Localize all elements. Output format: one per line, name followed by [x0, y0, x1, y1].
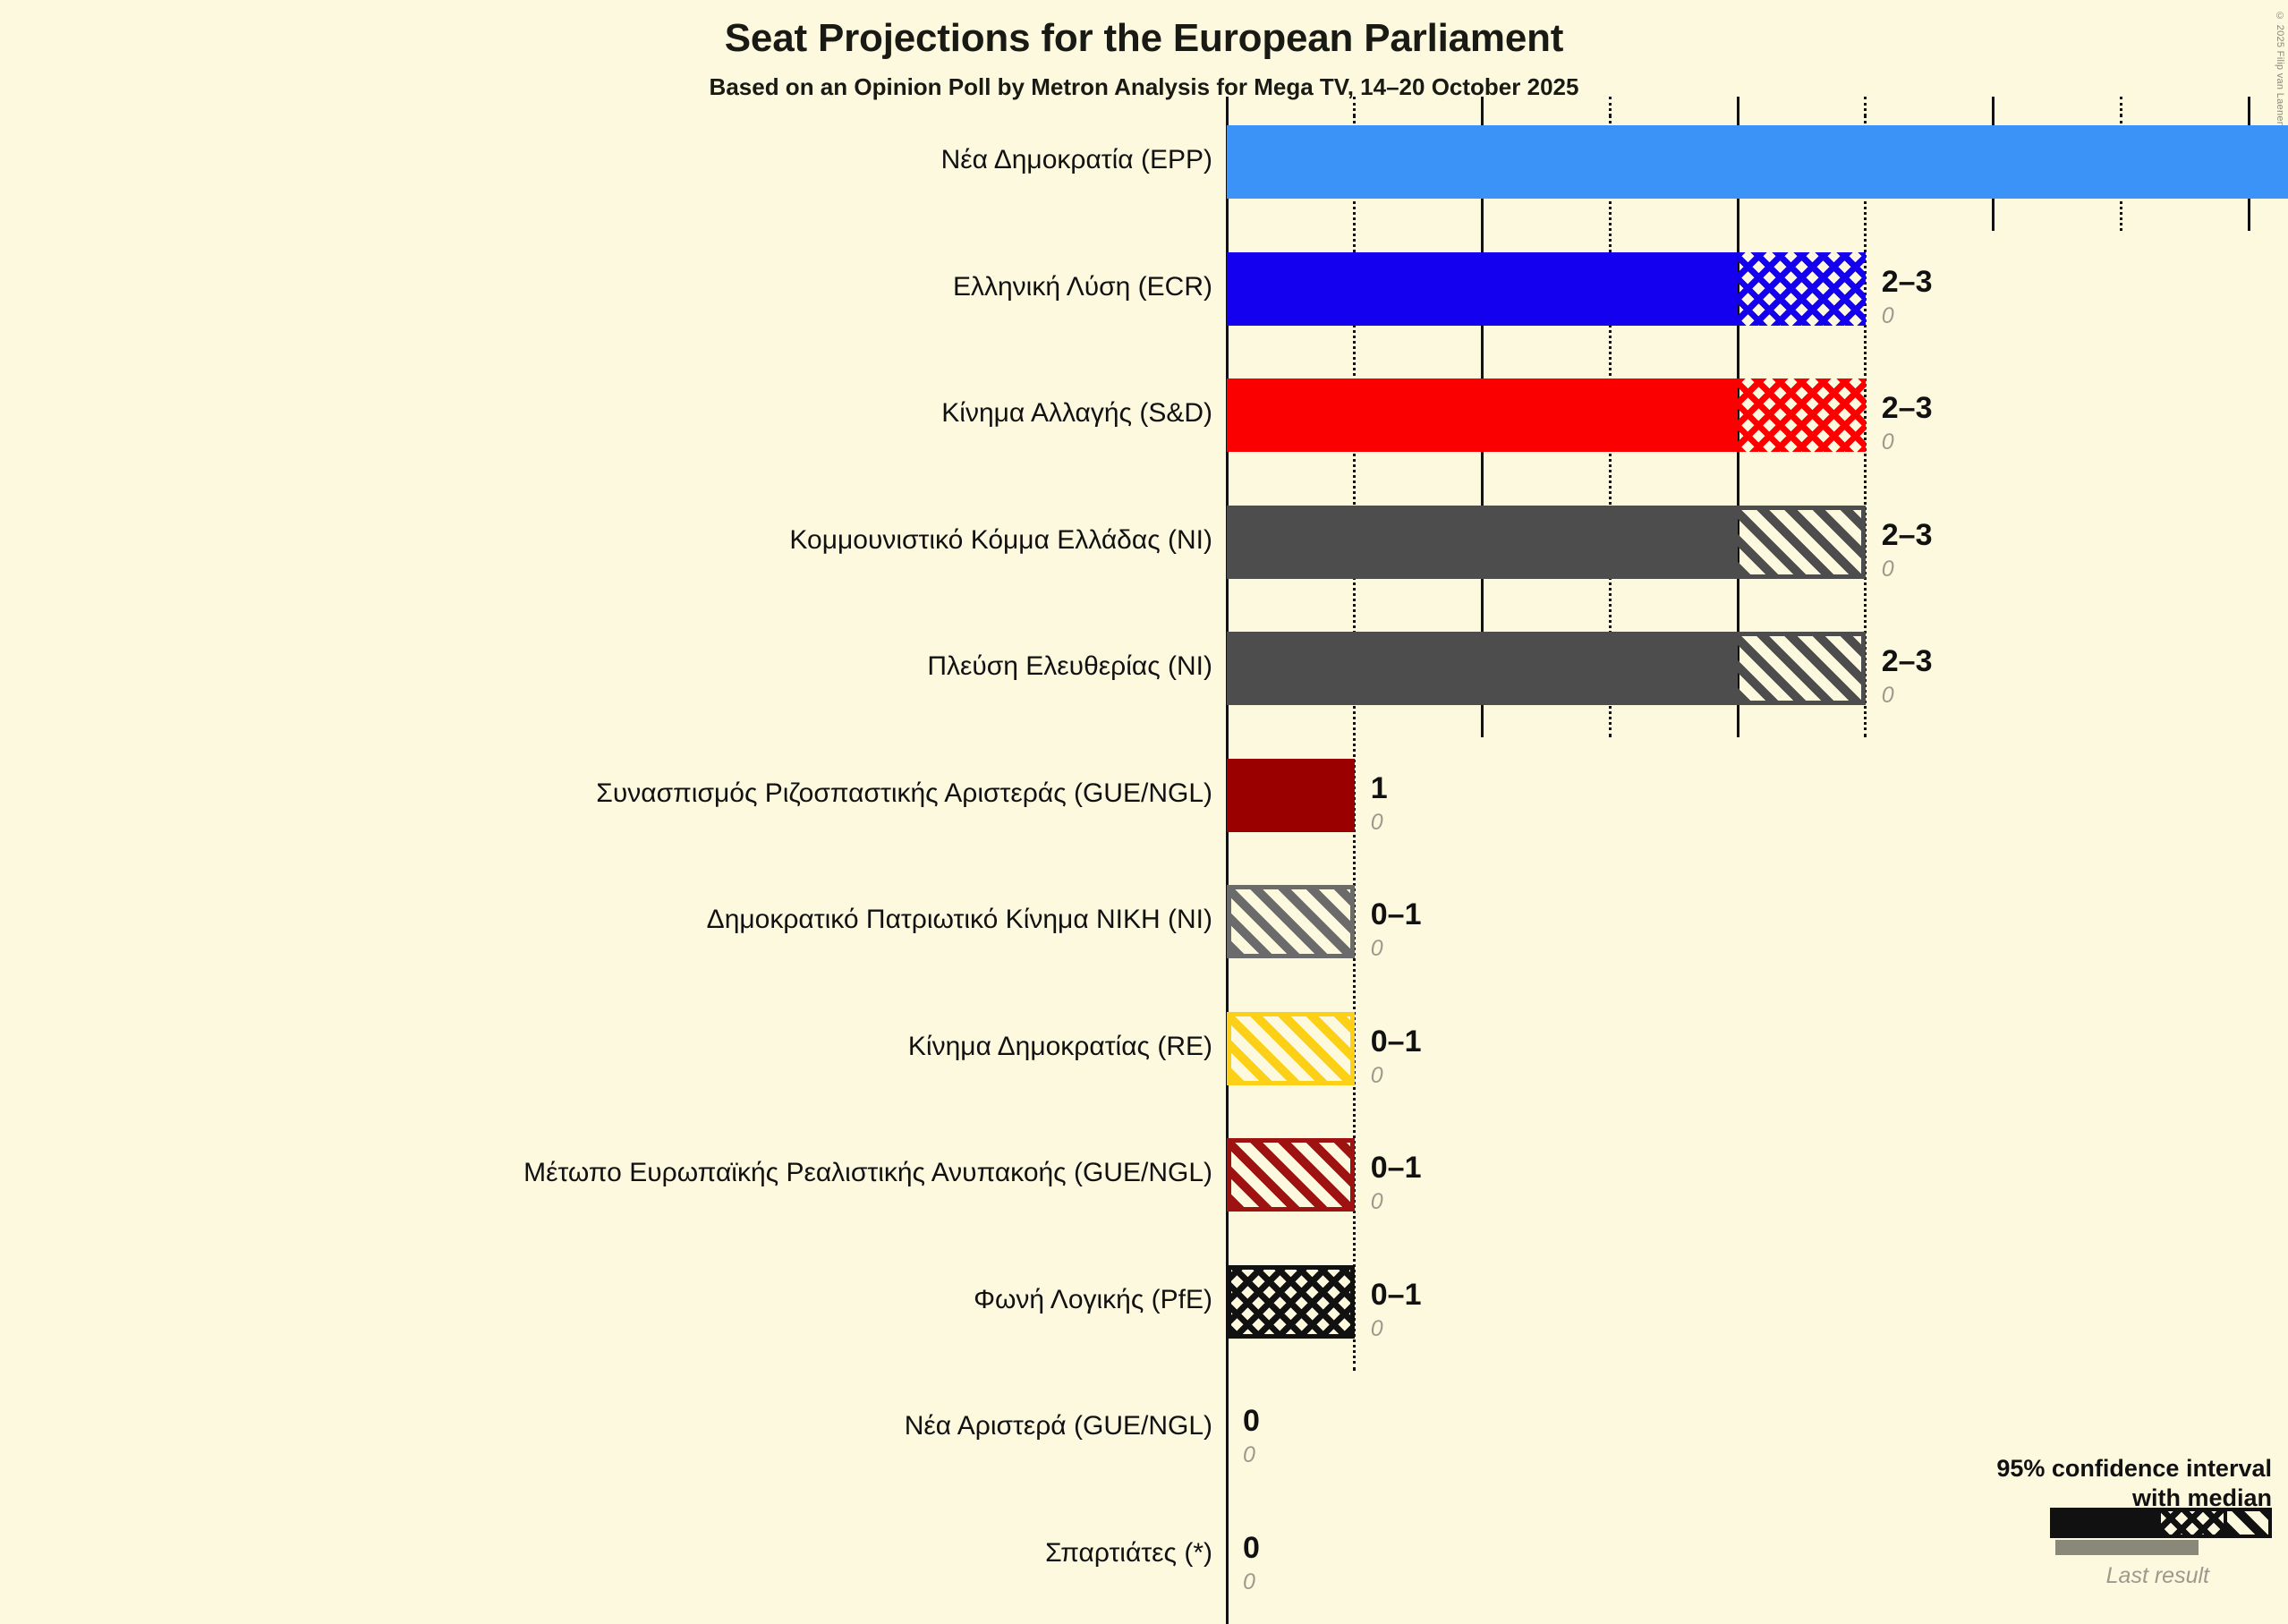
seat-projection-bar: [1227, 1138, 1355, 1212]
bar-median-segment: [1227, 251, 1738, 326]
party-label: Κίνημα Αλλαγής (S&D): [941, 398, 1212, 428]
seat-range-value: 0–1: [1370, 897, 1422, 931]
seat-projection-bar: [1227, 1011, 1355, 1085]
bar-ci-segment: [1738, 509, 1866, 574]
seat-projection-bar: [1227, 885, 1355, 958]
bar-ci-segment: [1231, 1016, 1350, 1081]
last-result-value: 0: [1881, 302, 1894, 328]
seat-range-value: 0–1: [1370, 1151, 1422, 1185]
last-result-value: 0: [1881, 683, 1894, 708]
seat-projection-bar: [1227, 758, 1355, 832]
bar-ci-segment: [1231, 1269, 1350, 1334]
gridline-0_5: [1353, 115, 1357, 1371]
x-axis-tick: [2119, 97, 2122, 116]
seat-projection-bar: [1227, 125, 2288, 199]
party-label: Δημοκρατικό Πατριωτικό Κίνημα ΝΙΚΗ (NI): [706, 905, 1212, 934]
legend-last-result-label: Last result: [2105, 1563, 2209, 1588]
x-axis-tick: [1353, 97, 1357, 116]
x-axis-tick: [1481, 97, 1484, 116]
party-label: Κομμουνιστικό Κόμμα Ελλάδας (NI): [789, 524, 1212, 555]
seat-projection-bar: [1227, 632, 1866, 705]
party-label: Φωνή Λογικής (PfE): [974, 1284, 1212, 1314]
last-result-value: 0: [1370, 1315, 1383, 1341]
party-label: Νέα Αριστερά (GUE/NGL): [904, 1411, 1212, 1441]
seat-range-value: 0: [1243, 1530, 1260, 1565]
last-result-value: 0: [1370, 809, 1383, 835]
seat-range-value: 0: [1243, 1404, 1260, 1438]
gridline-2_5: [1864, 115, 1867, 737]
x-axis-tick: [2247, 97, 2250, 116]
party-label: Μέτωπο Ευρωπαϊκής Ρεαλιστικής Ανυπακοής …: [523, 1158, 1212, 1187]
party-label: Ελληνική Λύση (ECR): [952, 271, 1212, 302]
party-label: Νέα Δημοκρατία (EPP): [940, 145, 1212, 174]
legend-title-line1: 95% confidence interval: [1996, 1455, 2272, 1482]
party-label: Συνασπισμός Ριζοσπαστικής Αριστεράς (GUE…: [596, 778, 1212, 808]
legend-title-line2: with median: [2131, 1484, 2272, 1511]
seat-range-value: 1: [1370, 770, 1388, 805]
bar-ci-segment: [1231, 1143, 1350, 1207]
bar-median-segment: [1227, 125, 2288, 199]
seat-range-value: 2–3: [1881, 264, 1933, 299]
last-result-value: 0: [1243, 1569, 1255, 1594]
y-axis-baseline: [1225, 97, 1229, 1624]
bar-ci-segment: [1738, 636, 1866, 701]
seat-projection-bar: [1227, 505, 1866, 579]
last-result-value: 0: [1370, 1062, 1383, 1088]
bar-ci-segment: [1738, 251, 1866, 326]
bar-ci-segment: [1738, 378, 1866, 452]
seat-projection-bar: [1227, 1264, 1355, 1339]
legend-hatch-segment: [2224, 1511, 2272, 1535]
seat-range-value: 2–3: [1881, 391, 1933, 425]
party-label: Κίνημα Δημοκρατίας (RE): [907, 1031, 1212, 1061]
seat-projection-bar: [1227, 378, 1866, 452]
seat-projection-bar: [1227, 251, 1866, 326]
copyright-notice: © 2025 Filip van Laenen: [2275, 11, 2285, 128]
seat-range-value: 0–1: [1370, 1024, 1422, 1059]
x-axis-tick: [1864, 97, 1867, 116]
bar-median-segment: [1227, 378, 1738, 452]
bar-median-segment: [1227, 758, 1355, 832]
last-result-value: 0: [1243, 1442, 1255, 1467]
x-axis-tick: [1992, 97, 1995, 116]
party-label: Πλεύση Ελευθερίας (NI): [927, 651, 1212, 681]
bar-ci-segment: [1231, 889, 1350, 954]
last-result-value: 0: [1370, 936, 1383, 961]
seat-range-value: 0–1: [1370, 1277, 1422, 1312]
last-result-value: 0: [1881, 556, 1894, 582]
seat-range-value: 2–3: [1881, 517, 1933, 552]
chart-title: Seat Projections for the European Parlia…: [724, 16, 1564, 60]
legend-last-result-bar: [2055, 1540, 2199, 1555]
x-axis-tick: [1608, 97, 1612, 116]
last-result-value: 0: [1370, 1189, 1383, 1214]
legend-median-segment: [2050, 1508, 2161, 1538]
last-result-value: 0: [1881, 429, 1894, 455]
x-axis-tick: [1736, 97, 1739, 116]
legend-cross-segment: [2161, 1511, 2224, 1535]
bar-median-segment: [1227, 505, 1738, 579]
party-label: Σπαρτιάτες (*): [1045, 1537, 1212, 1568]
legend-ci-bar: [2050, 1508, 2272, 1538]
seat-range-value: 2–3: [1881, 644, 1933, 678]
chart-subtitle: Based on an Opinion Poll by Metron Analy…: [709, 73, 1579, 100]
bar-median-segment: [1227, 632, 1738, 705]
